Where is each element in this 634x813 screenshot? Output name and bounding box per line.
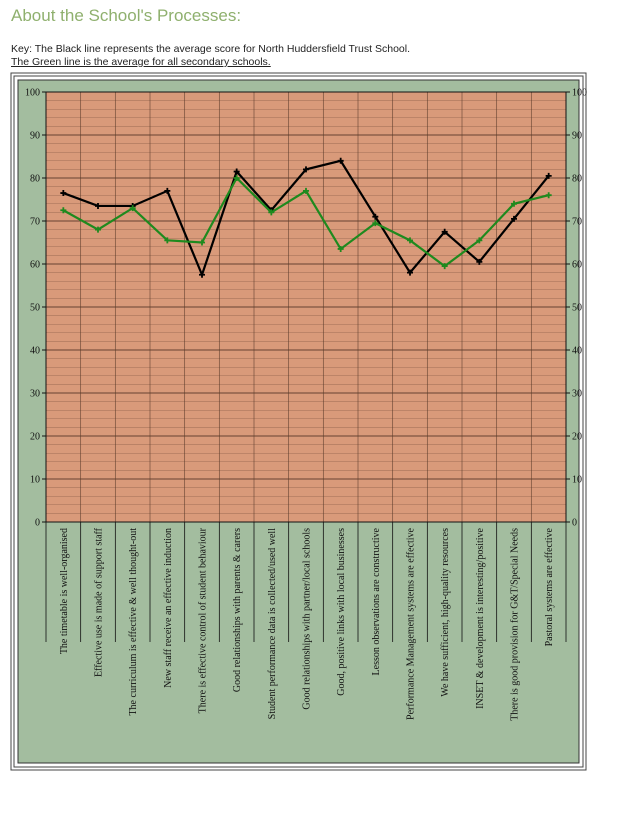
y-tick-label-left: 80 <box>30 174 40 185</box>
green-series-point <box>545 192 552 199</box>
category-label: INSET & development is interesting/posit… <box>475 527 486 708</box>
green-series-point <box>337 245 344 252</box>
y-tick-label-left: 60 <box>30 260 40 271</box>
y-tick-label-left: 70 <box>30 217 40 228</box>
category-label: We have sufficient, high-quality resourc… <box>440 528 451 697</box>
category-label: Student performance data is collected/us… <box>267 528 278 720</box>
y-tick-label-right: 0 <box>572 518 577 529</box>
green-series-point <box>407 237 413 244</box>
green-series-point <box>303 187 309 194</box>
y-tick-label-right: 80 <box>572 174 582 185</box>
green-series-point <box>476 237 483 244</box>
green-series-point <box>60 207 67 214</box>
green-series-point <box>199 239 205 246</box>
key-line-green: The Green line is the average for all se… <box>11 56 271 68</box>
outer-frame-border <box>10 72 587 771</box>
black-series-point <box>303 166 309 173</box>
green-series-point <box>511 200 517 207</box>
black-series-point <box>407 269 413 276</box>
y-tick-label-left: 0 <box>35 518 40 529</box>
category-label: The timetable is well-organised <box>59 528 70 654</box>
y-tick-label-left: 100 <box>25 88 40 99</box>
category-label: New staff receive an effective induction <box>163 528 174 688</box>
black-series-point <box>95 202 101 209</box>
y-tick-label-left: 90 <box>30 131 40 142</box>
y-tick-label-right: 60 <box>572 260 582 271</box>
black-series-point <box>511 215 517 222</box>
y-tick-label-right: 70 <box>572 217 582 228</box>
chart-key: Key: The Black line represents the avera… <box>11 43 410 69</box>
black-series-point <box>337 157 344 164</box>
black-series-point <box>164 187 171 194</box>
category-label: Pastoral systems are effective <box>544 527 555 646</box>
green-series-point <box>95 226 101 233</box>
black-series-point <box>476 258 483 265</box>
outer-frame-inner-border <box>13 75 584 768</box>
y-tick-label-left: 40 <box>30 346 40 357</box>
category-label: Good, positive links with local business… <box>336 528 347 696</box>
green-series-point <box>129 205 136 212</box>
green-series-point <box>268 209 275 216</box>
category-label: Effective use is made of support staff <box>94 527 105 677</box>
y-tick-label-right: 20 <box>572 432 582 443</box>
y-tick-label-left: 30 <box>30 389 40 400</box>
y-tick-label-right: 50 <box>572 303 582 314</box>
green-series-point <box>372 220 379 227</box>
y-tick-label-right: 30 <box>572 389 582 400</box>
black-series-point <box>441 228 448 235</box>
black-series-point <box>233 168 240 175</box>
black-series-point <box>199 271 205 278</box>
green-series-point <box>441 263 448 270</box>
category-label: Good relationships with parents & carers <box>232 528 243 692</box>
y-tick-label-left: 20 <box>30 432 40 443</box>
category-label: Performance Management systems are effec… <box>406 527 417 720</box>
y-tick-label-right: 10 <box>572 475 582 486</box>
green-series-point <box>164 237 171 244</box>
category-label: Good relationships with partner/local sc… <box>302 528 313 710</box>
y-tick-label-left: 10 <box>30 475 40 486</box>
category-label: There is effective control of student be… <box>198 527 209 713</box>
black-series-point <box>372 213 379 220</box>
y-tick-label-right: 40 <box>572 346 582 357</box>
black-series-point <box>60 190 67 197</box>
category-label: There is good provision for G&T/Special … <box>510 528 521 721</box>
y-tick-label-left: 50 <box>30 303 40 314</box>
category-label: The curriculum is effective & well thoug… <box>128 528 139 716</box>
y-tick-label-right: 100 <box>572 88 587 99</box>
key-line-black: Key: The Black line represents the avera… <box>11 43 411 55</box>
page-title: About the School's Processes: <box>11 6 242 25</box>
category-label: Lesson observations are constructive <box>371 527 382 675</box>
green-series-point <box>233 175 240 181</box>
y-tick-label-right: 90 <box>572 131 582 142</box>
black-series-point <box>545 172 552 179</box>
